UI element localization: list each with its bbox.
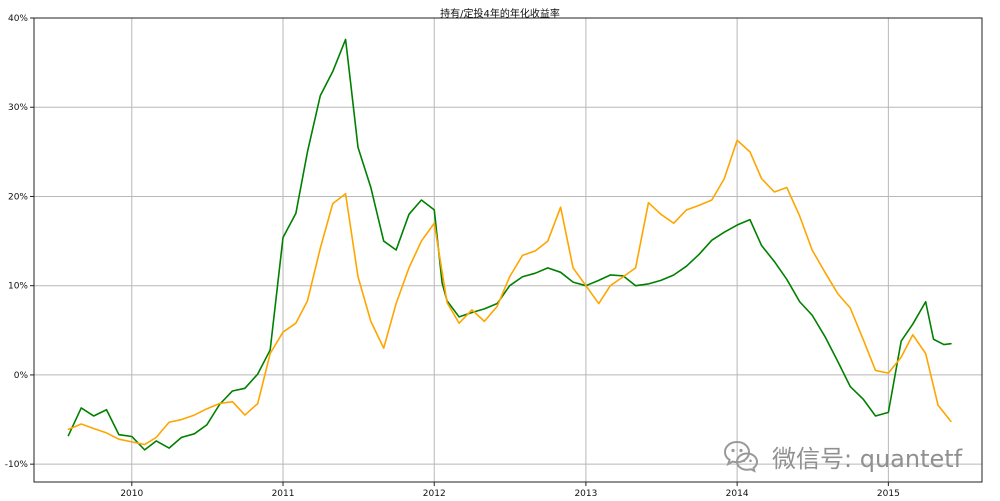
chart-title: 持有/定投4年的年化收益率: [440, 9, 560, 20]
y-tick-label: 40%: [8, 14, 28, 24]
x-tick-label: 2010: [120, 489, 143, 499]
x-tick-label: 2011: [272, 489, 295, 499]
plot-border: [33, 17, 983, 483]
x-tick-label: 2012: [423, 489, 446, 499]
y-tick-label: 10%: [8, 282, 28, 292]
green-series-line: [67, 38, 952, 451]
plot-background: [34, 18, 982, 482]
x-tick-label: 2013: [574, 489, 597, 499]
x-tick-label: 2015: [877, 489, 900, 499]
watermark: 微信号: quantetf: [722, 435, 982, 477]
x-tick-label: 2014: [726, 489, 749, 499]
y-tick-label: 30%: [8, 103, 28, 113]
orange-series-line: [67, 139, 952, 446]
y-tick-label: 0%: [14, 371, 29, 381]
wechat-icon: [723, 440, 759, 473]
y-tick-label: 20%: [8, 192, 28, 202]
y-tick-label: -10%: [5, 460, 29, 470]
watermark-text: 微信号: quantetf: [772, 444, 963, 473]
